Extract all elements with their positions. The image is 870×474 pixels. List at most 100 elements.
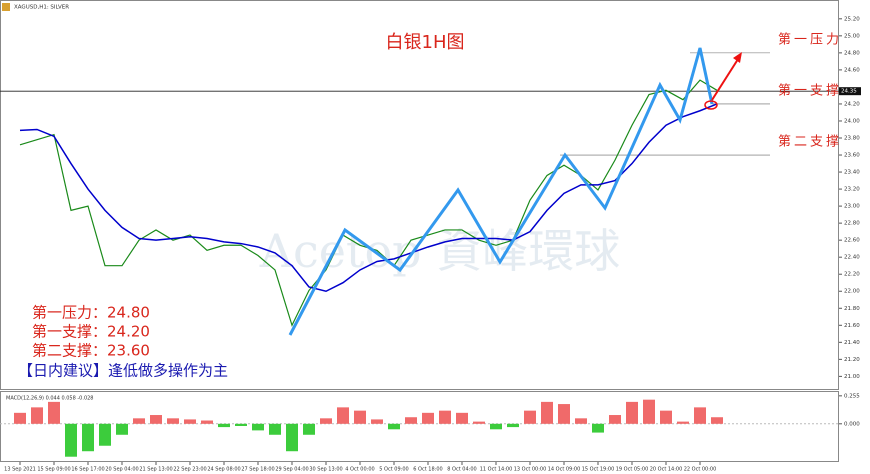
macd-bar xyxy=(388,423,400,430)
macd-bar xyxy=(31,407,43,424)
macd-bar xyxy=(252,423,264,431)
x-tick-label: 29 Sep 04:00 xyxy=(275,467,308,473)
macd-bar xyxy=(303,423,315,435)
macd-bar xyxy=(14,412,26,424)
x-tick-label: 20 Sep 04:00 xyxy=(105,467,138,473)
y-tick-label: 0.000 xyxy=(844,421,860,427)
macd-bar xyxy=(48,401,60,424)
macd-bar xyxy=(507,423,519,428)
main-panel xyxy=(0,0,839,390)
macd-bar xyxy=(133,418,145,424)
x-tick-label: 4 Oct 00:00 xyxy=(345,467,374,473)
y-tick-label: 24.80 xyxy=(844,50,860,56)
macd-bar xyxy=(456,412,468,424)
y-tick-label: 21.40 xyxy=(844,340,860,346)
macd-bar xyxy=(694,407,706,424)
level-label: 第二支撑 xyxy=(778,135,842,150)
macd-bar xyxy=(99,423,111,446)
y-tick-label: 23.00 xyxy=(844,204,860,210)
y-tick-label: 21.80 xyxy=(844,306,860,312)
annotations xyxy=(288,47,742,336)
macd-bar xyxy=(116,423,128,435)
macd-bar xyxy=(575,418,587,424)
macd-bar xyxy=(354,410,366,424)
macd-bar xyxy=(422,412,434,424)
macd-bar xyxy=(490,423,502,430)
x-tick-label: 21 Sep 13:00 xyxy=(139,467,172,473)
y-tick-label: 23.60 xyxy=(844,153,860,159)
x-tick-label: 27 Sep 18:00 xyxy=(241,467,274,473)
y-tick-label: 21.60 xyxy=(844,323,860,329)
macd-bar xyxy=(167,418,179,424)
x-tick-label: 22 Oct 00:00 xyxy=(684,467,717,473)
x-tick-label: 20 Oct 14:00 xyxy=(650,467,683,473)
macd-bar xyxy=(660,410,672,424)
x-tick-label: 22 Sep 23:00 xyxy=(173,467,206,473)
y-tick-label: 22.80 xyxy=(844,221,860,227)
macd-panel xyxy=(0,391,839,462)
y-tick-label: 22.60 xyxy=(844,238,860,244)
x-tick-label: 30 Sep 13:00 xyxy=(309,467,342,473)
macd-bar xyxy=(541,401,553,424)
macd-bar xyxy=(677,421,689,424)
macd-bar xyxy=(218,423,230,428)
macd-bar xyxy=(269,423,281,435)
macd-bar xyxy=(558,404,570,424)
x-tick-label: 13 Oct 00:00 xyxy=(514,467,547,473)
macd-bar xyxy=(473,421,485,424)
y-tick-label: 25.20 xyxy=(844,16,860,22)
y-tick-label: 21.00 xyxy=(844,374,860,380)
x-tick-label: 15 Sep 09:00 xyxy=(37,467,70,473)
note: 【日内建议】逢低做多操作为主 xyxy=(18,362,228,380)
y-tick-label: 23.20 xyxy=(844,187,860,193)
chart-title: 白银1H图 xyxy=(386,32,465,53)
y-tick-label: 22.20 xyxy=(844,272,860,278)
x-tick-label: 13 Sep 2021 xyxy=(4,467,36,473)
macd-bar xyxy=(82,423,94,452)
y-tick-label: 0.255 xyxy=(844,393,860,399)
note: 第一压力：24.80 xyxy=(32,304,150,322)
macd-bar xyxy=(286,423,298,452)
macd-bar xyxy=(150,415,162,424)
price-label: 24.35 xyxy=(841,89,857,95)
arrow-head xyxy=(733,52,742,63)
x-tick-label: 6 Oct 18:00 xyxy=(413,467,442,473)
y-tick-label: 22.00 xyxy=(844,289,860,295)
price-box xyxy=(839,87,861,96)
macd-bar xyxy=(337,407,349,424)
level-label: 第一支撑 xyxy=(778,83,842,98)
x-tick-label: 5 Oct 09:00 xyxy=(379,467,408,473)
y-tick-label: 23.80 xyxy=(844,136,860,142)
x-tick-label: 16 Sep 17:00 xyxy=(71,467,104,473)
x-tick-label: 19 Oct 05:00 xyxy=(616,467,649,473)
x-tick-label: 15 Oct 19:00 xyxy=(582,467,615,473)
symbol-icon xyxy=(2,3,10,11)
macd-bar xyxy=(65,423,77,457)
y-tick-label: 22.40 xyxy=(844,255,860,261)
y-tick-label: 24.60 xyxy=(844,67,860,73)
x-tick-label: 11 Oct 14:00 xyxy=(480,467,513,473)
macd-bar xyxy=(524,410,536,424)
macd-label: MACD(12,26,9) 0.044 0.058 -0.028 xyxy=(6,396,94,402)
arrow xyxy=(711,55,741,101)
zigzag xyxy=(288,47,714,336)
macd-bar xyxy=(371,419,383,424)
macd-bar xyxy=(643,399,655,424)
y-tick-label: 25.00 xyxy=(844,33,860,39)
y-tick-label: 24.00 xyxy=(844,118,860,124)
x-tick-label: 8 Oct 04:00 xyxy=(447,467,476,473)
macd-bar xyxy=(405,417,417,424)
header: XAGUSD,H1: SILVER xyxy=(14,5,69,11)
x-tick-label: 14 Oct 09:00 xyxy=(548,467,581,473)
macd-bar xyxy=(184,419,196,424)
x-tick-label: 24 Sep 08:00 xyxy=(207,467,240,473)
y-tick-label: 21.20 xyxy=(844,357,860,363)
circle xyxy=(704,100,718,110)
macd-bar xyxy=(592,423,604,433)
level-label: 第一压力 xyxy=(778,32,842,47)
macd-bar xyxy=(609,415,621,424)
watermark: Acetop 資峰環球 xyxy=(259,224,620,278)
note: 第一支撑：24.20 xyxy=(32,323,150,341)
